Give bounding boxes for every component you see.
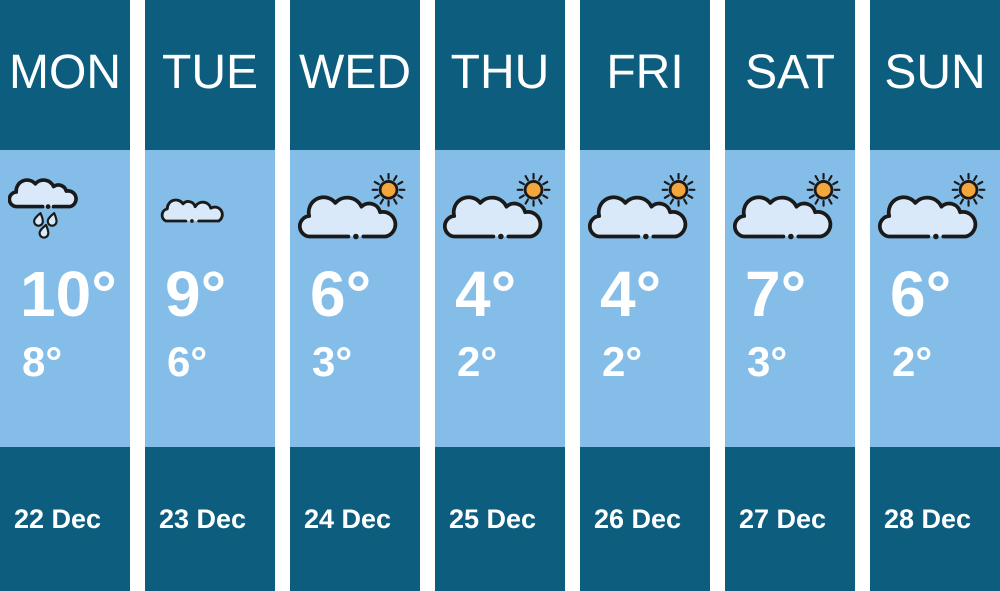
date-label: 28 Dec [884,503,972,534]
high-temperature: 4° [600,258,662,330]
day-header: WED [290,0,420,150]
day-conditions: 9° 6° [145,150,275,447]
day-footer: 22 Dec [0,447,130,591]
high-temperature: 4° [455,258,517,330]
day-label: WED [299,45,411,99]
day-footer: 23 Dec [145,447,275,591]
sun-cloud-icon [588,173,697,242]
high-temperature: 6° [890,258,952,330]
weather-icon-box [870,150,1000,246]
date-label: 24 Dec [304,503,392,534]
day-conditions: 6° 3° [290,150,420,447]
sun-cloud-icon [298,173,407,242]
weather-icon-box [580,150,710,246]
day-label: MON [9,45,121,99]
day-footer: 26 Dec [580,447,710,591]
day-header: SAT [725,0,855,150]
day-footer: 24 Dec [290,447,420,591]
weather-icon-box [290,150,420,246]
day-conditions: 10° 8° [0,150,130,447]
sun-cloud-icon [733,173,842,242]
day-label: SAT [745,45,835,99]
low-temperature: 2° [457,338,498,385]
day-header: THU [435,0,565,150]
day-label: TUE [162,45,258,99]
day-header: FRI [580,0,710,150]
day-header: SUN [870,0,1000,150]
forecast-day-sat[interactable]: SAT 7° 3° 27 Dec [725,0,855,591]
low-temperature: 2° [892,338,933,385]
high-temperature: 7° [745,258,807,330]
sun-cloud-icon [443,173,552,242]
low-temperature: 8° [22,338,63,385]
day-label: THU [450,45,550,99]
low-temperature: 6° [167,338,208,385]
forecast-day-thu[interactable]: THU 4° 2° 25 Dec [435,0,565,591]
weather-icon-box [0,150,130,246]
weather-icon-box [435,150,565,246]
day-conditions: 4° 2° [435,150,565,447]
high-temperature: 10° [20,258,117,330]
day-conditions: 7° 3° [725,150,855,447]
day-footer: 28 Dec [870,447,1000,591]
weather-icon-box [145,150,275,246]
forecast-day-mon[interactable]: MON 10° 8° 22 Dec [0,0,130,591]
forecast-day-sun[interactable]: SUN 6° 2° 28 Dec [870,0,1000,591]
low-temperature: 3° [747,338,788,385]
low-temperature: 2° [602,338,643,385]
forecast-day-tue[interactable]: TUE 9° 6° 23 Dec [145,0,275,591]
high-temperature: 6° [310,258,372,330]
forecast-day-fri[interactable]: FRI 4° 2° 26 Dec [580,0,710,591]
forecast-day-wed[interactable]: WED 6° 3° 24 Dec [290,0,420,591]
day-header: MON [0,0,130,150]
weather-icon-box [725,150,855,246]
low-temperature: 3° [312,338,353,385]
day-conditions: 6° 2° [870,150,1000,447]
day-footer: 25 Dec [435,447,565,591]
date-label: 27 Dec [739,503,827,534]
day-header: TUE [145,0,275,150]
day-conditions: 4° 2° [580,150,710,447]
cloud-icon [160,198,224,225]
date-label: 22 Dec [14,503,102,534]
date-label: 26 Dec [594,503,682,534]
day-footer: 27 Dec [725,447,855,591]
day-label: FRI [606,45,684,99]
rain-cloud-icon [8,178,78,241]
high-temperature: 9° [165,258,227,330]
date-label: 23 Dec [159,503,247,534]
day-label: SUN [884,45,986,99]
date-label: 25 Dec [449,503,537,534]
sun-cloud-icon [878,173,987,242]
